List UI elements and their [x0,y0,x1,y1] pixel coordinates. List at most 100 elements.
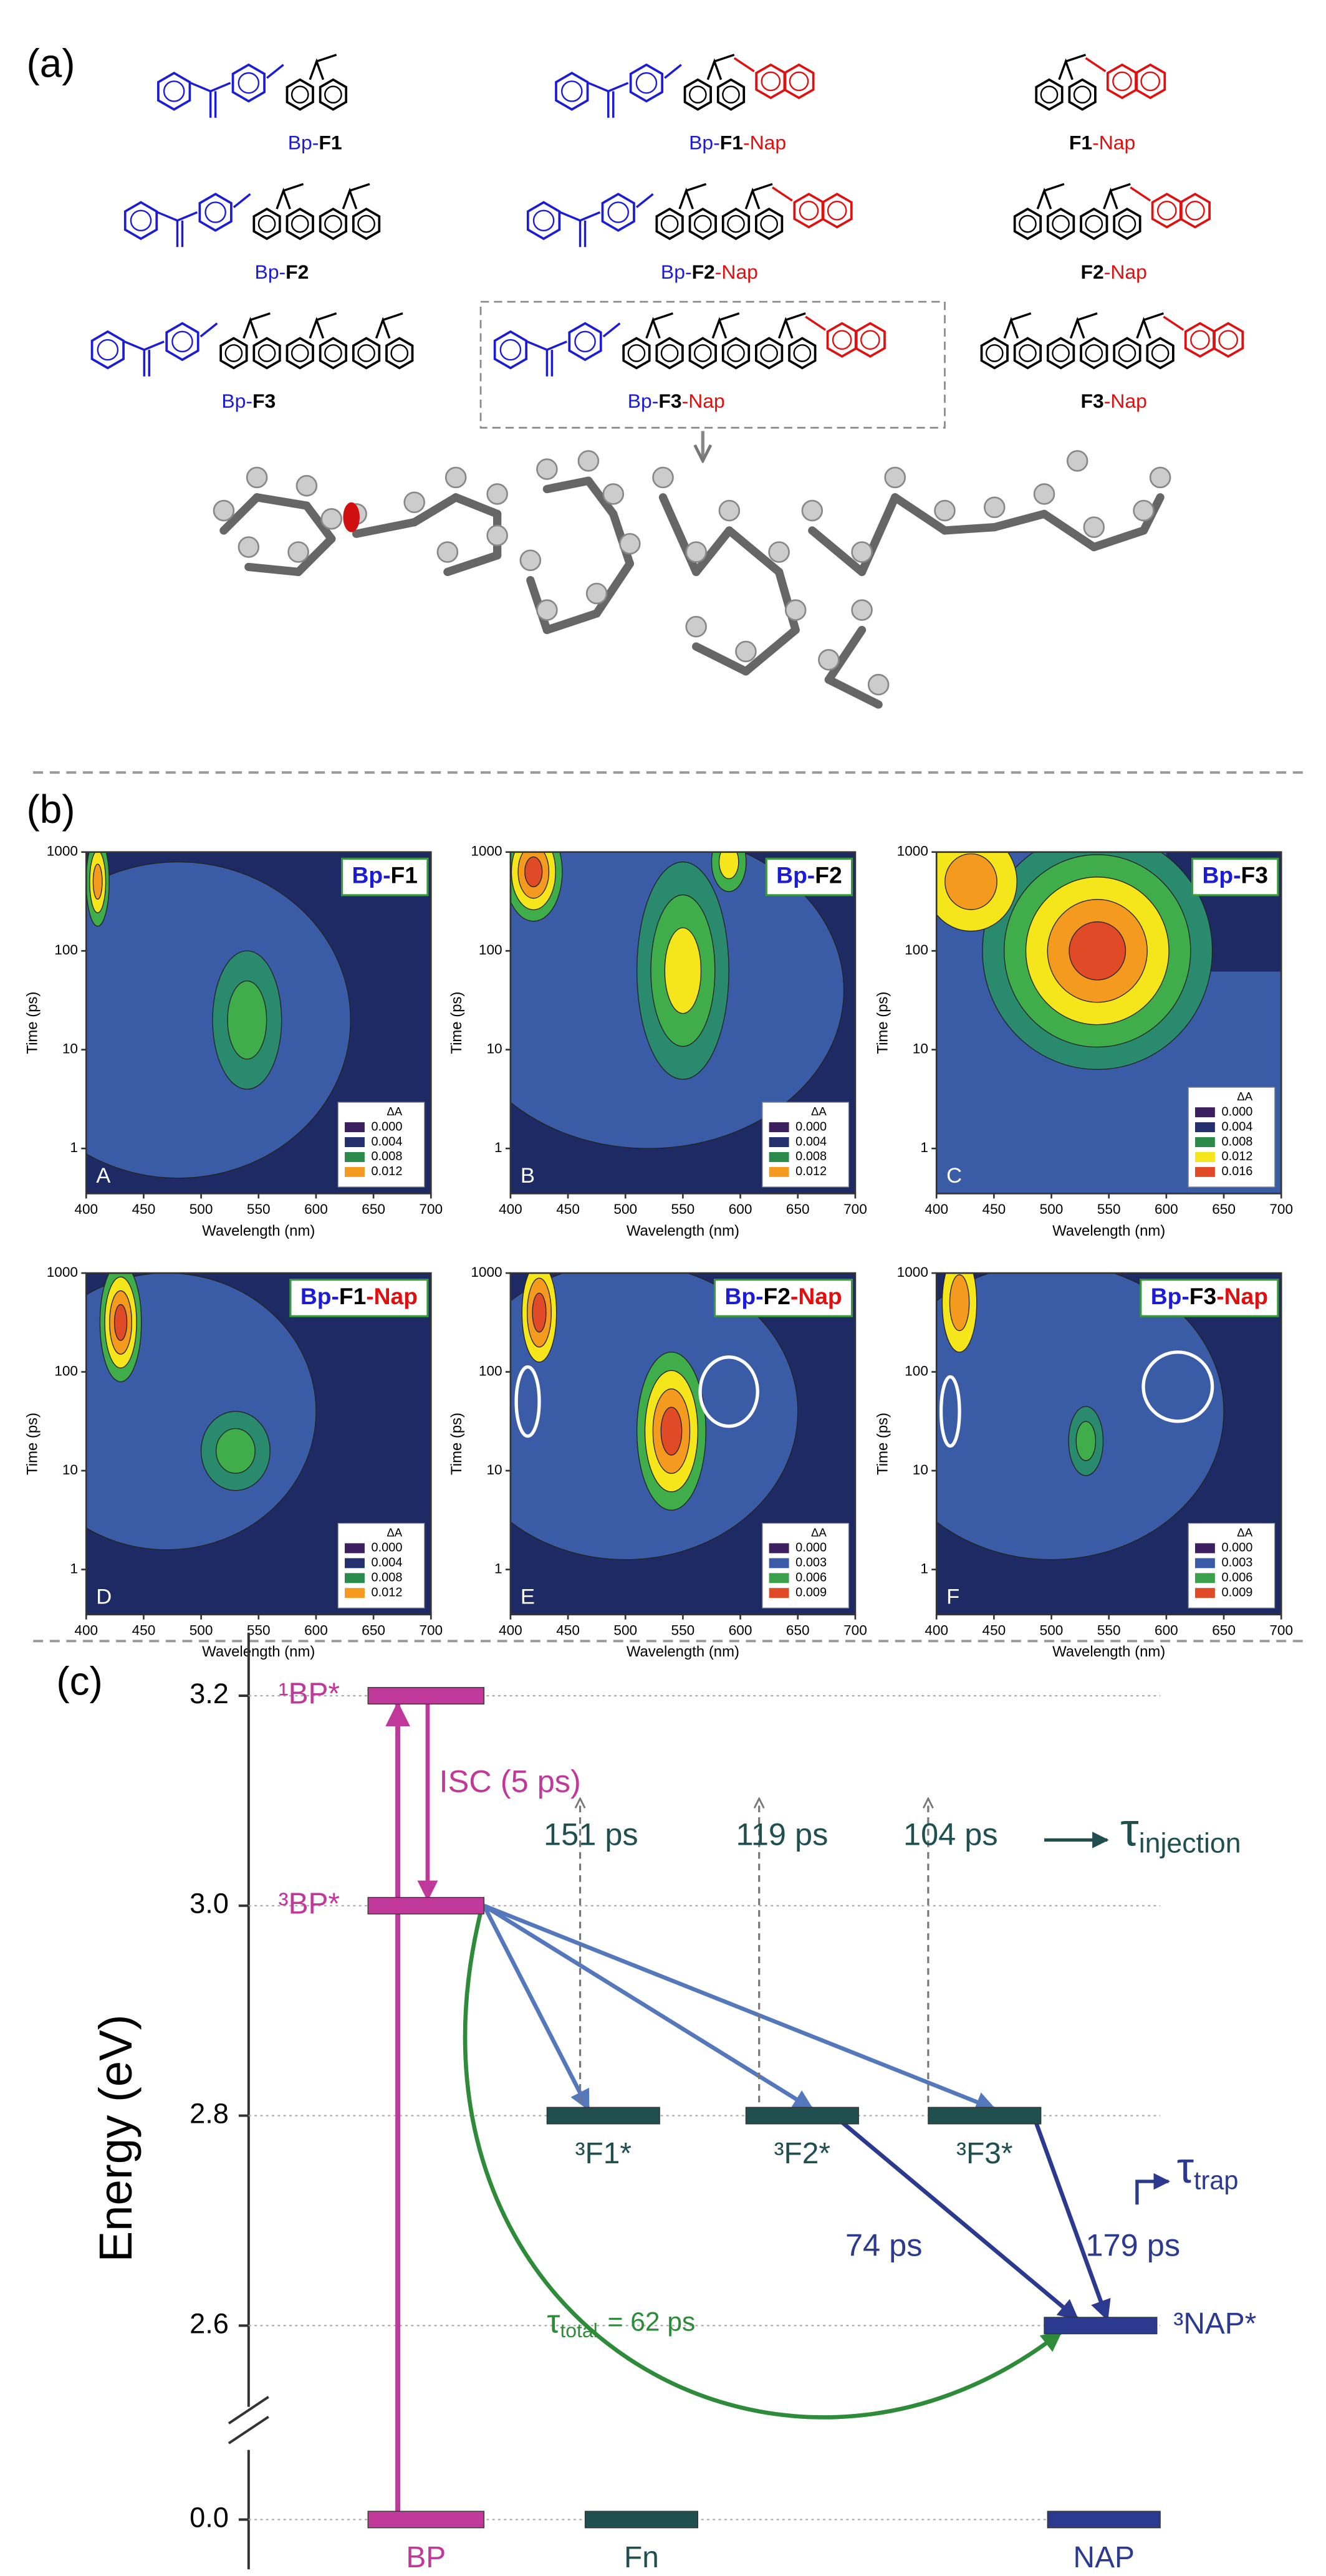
ring-inner [1085,344,1103,362]
bond [777,312,806,339]
plot-letter: C [946,1164,962,1188]
molecule-label: Bp-F3 [221,390,276,413]
ring [1013,208,1042,241]
y-tick-label: 1 [920,1560,928,1576]
ring-inner [390,344,409,362]
y-tick-label: 10 [62,1462,78,1478]
bond [692,642,751,676]
transfer-arrow [482,1905,590,2111]
y-tick-label: 1 [494,1140,502,1155]
ring [1113,337,1141,370]
legend-label: 0.000 [372,1120,403,1133]
atom [536,599,558,621]
ring [793,193,825,229]
legend-swatch [1194,1166,1215,1177]
atom [884,466,906,489]
label-part: -Nap [743,132,786,154]
ring [493,330,528,370]
ring-inner [324,214,342,233]
energy-level [1044,2317,1158,2335]
y-tick-label: 10 [486,1041,502,1057]
contour [1069,921,1127,981]
x-tick-label: 450 [982,1201,1006,1217]
label-part: -Nap [682,390,725,413]
legend-label: 0.000 [1221,1105,1252,1118]
atom [1133,499,1155,522]
bond [559,211,601,248]
label-part: F1 [339,1283,366,1309]
oxygen [343,502,360,532]
legend-label: 0.000 [1221,1541,1252,1555]
contour [86,862,351,1179]
level-label: ³BP* [279,1887,340,1920]
label-part: F2 [692,261,715,283]
atom [436,541,459,563]
legend-swatch [769,1166,789,1177]
label-part: F3 [1081,390,1104,413]
ring [1179,193,1211,229]
bond [692,526,734,577]
atom [718,499,741,522]
ring [1184,322,1216,358]
highlight-box [479,300,946,429]
molecule-label: F2-Nap [1081,261,1147,283]
bond [243,312,271,339]
legend-label: 0.008 [1221,1135,1252,1148]
y-tick-label: 1000 [471,843,502,859]
x-tick-label: 700 [419,1201,443,1217]
y-tick-label: 100 [54,942,78,958]
legend-label: 0.016 [1221,1165,1252,1178]
x-tick-label: 500 [613,1622,637,1638]
ring [219,337,248,370]
contour [660,1406,683,1456]
y-tick-label: 1000 [47,1264,78,1280]
ring [352,337,381,370]
panel-label: (b) [27,787,75,832]
ring [622,337,651,370]
trap-arrow [840,2120,1079,2321]
label-part: F1 [319,132,342,154]
molecule-label: Bp-F3-Nap [628,390,725,413]
ring-inner [560,80,583,102]
axis-break [228,2396,269,2444]
molecule [493,312,886,377]
bond [805,315,827,331]
label-part: F3 [252,390,276,413]
y-tick-label: 10 [913,1462,928,1478]
atom [444,466,467,489]
energy-level [367,1687,485,1705]
bond [190,82,231,118]
bond [588,82,629,118]
x-axis-label: Wavelength (nm) [1052,1643,1165,1660]
ring-inner [257,344,276,362]
x-tick-label: 600 [304,1201,328,1217]
label-part: Bp- [352,862,391,888]
label-part: Bp- [221,390,252,413]
atom [652,466,674,489]
ring-inner [171,330,193,353]
label-part: Bp- [661,261,692,283]
ring [755,208,784,241]
legend-label: 0.008 [372,1150,403,1163]
tau-label: τinjection [1120,1804,1241,1858]
label-part: Bp- [1151,1283,1189,1309]
ring-inner [799,200,819,221]
label-part: F2 [1081,261,1104,283]
ring [1047,208,1075,241]
tau-symbol: τ [547,2304,560,2340]
level-label: ³F2* [774,2137,830,2170]
legend-swatch [1194,1543,1215,1554]
ring [1146,337,1175,370]
y-axis-label: Time (ps) [24,992,41,1054]
ring-inner [827,200,847,221]
atom [519,549,542,572]
legend-swatch [769,1543,789,1554]
label-part: -Nap [790,1283,842,1309]
x-tick-label: 600 [729,1622,752,1638]
ring-inner [499,339,522,361]
ring [1068,78,1097,111]
legend-label: 0.004 [372,1135,403,1148]
contour [718,852,739,880]
atom [238,536,260,558]
